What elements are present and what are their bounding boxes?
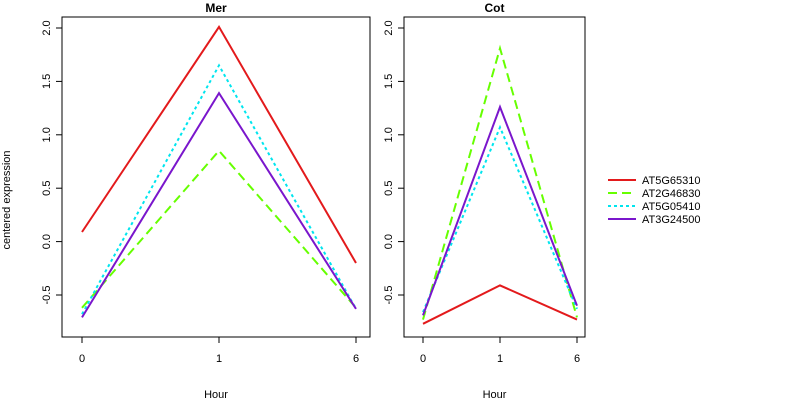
y-tick-label: 0.0	[41, 234, 53, 249]
series-line-at5g05410	[81, 63, 357, 315]
plot-frame	[403, 16, 586, 338]
y-tick-label: 1.5	[41, 74, 53, 89]
plot-frame	[61, 16, 371, 338]
series-line-at5g65310	[81, 25, 357, 264]
y-tick-label: 0.0	[383, 234, 395, 249]
y-tick-label: 2.0	[383, 20, 395, 35]
chart-panels: Mer -0.5 0.0 0.5 1.0 1.5 2.0 0 1 6 Hour Cot -0.5 0.0 0…	[41, 1, 586, 400]
panel-mer: Mer -0.5 0.0 0.5 1.0 1.5 2.0 0 1 6 Hour	[41, 1, 371, 400]
panel-cot: Cot -0.5 0.0 0.5 1.0 1.5 2.0 0 1 6 Hour	[383, 1, 586, 400]
y-tick-label: 0.5	[41, 181, 53, 196]
series-line-at3g24500	[422, 104, 578, 316]
x-tick-label: 0	[79, 353, 85, 365]
x-tick-label: 6	[353, 353, 359, 365]
legend-item-at3g24500: AT3G24500	[608, 214, 701, 226]
y-tick-label: -0.5	[383, 286, 395, 305]
x-axis-label: Hour	[483, 389, 507, 400]
legend-item-at5g05410: AT5G05410	[608, 201, 701, 213]
panel-title: Cot	[485, 1, 505, 15]
y-tick-label: 1.0	[41, 127, 53, 142]
series-line-at2g46830	[422, 44, 578, 320]
x-tick-label: 0	[420, 353, 426, 365]
y-tick-label: 2.0	[41, 20, 53, 35]
x-tick-label: 1	[216, 353, 222, 365]
legend-label: AT2G46830	[642, 188, 701, 200]
x-axis-label: Hour	[204, 389, 228, 400]
y-axis-label: centered expression	[1, 150, 13, 249]
legend-item-at5g65310: AT5G65310	[608, 175, 701, 187]
series-line-at5g05410	[422, 124, 578, 313]
x-tick-label: 6	[574, 353, 580, 365]
y-tick-label: 0.5	[383, 181, 395, 196]
legend-label: AT3G24500	[642, 214, 701, 226]
y-tick-label: -0.5	[41, 286, 53, 305]
series-line-at3g24500	[81, 91, 357, 318]
y-tick-label: 1.0	[383, 127, 395, 142]
legend-item-at2g46830: AT2G46830	[608, 188, 701, 200]
panel-title: Mer	[205, 1, 227, 15]
y-tick-label: 1.5	[383, 74, 395, 89]
legend-label: AT5G65310	[642, 175, 701, 187]
series-line-at2g46830	[81, 149, 357, 309]
series-line-at5g65310	[422, 284, 578, 325]
legend-label: AT5G05410	[642, 201, 701, 213]
x-tick-label: 1	[497, 353, 503, 365]
